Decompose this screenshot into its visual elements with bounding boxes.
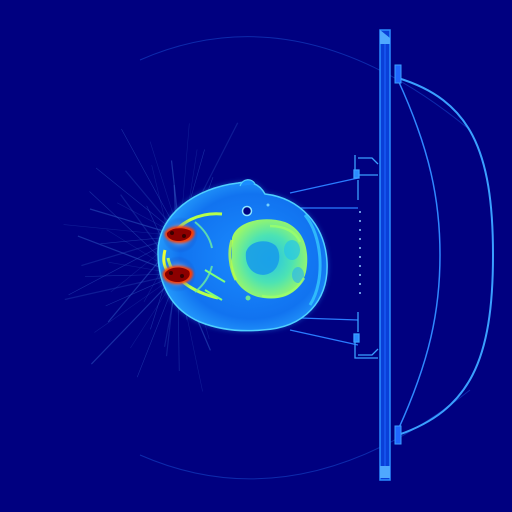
fiducial-dot — [359, 283, 361, 285]
streak-line — [64, 273, 179, 301]
fiducial-dot — [359, 220, 361, 222]
fiducial-dot — [359, 211, 361, 213]
fiducial-dot — [359, 265, 361, 267]
head-holder-frame — [394, 64, 495, 445]
head-holder-straps — [289, 177, 359, 346]
fiducial-dot — [359, 247, 361, 249]
fiducial-dot — [359, 256, 361, 258]
fiducial-dot — [359, 229, 361, 231]
fiducial-dot — [359, 292, 361, 294]
head-cross-section — [157, 179, 328, 332]
table-fiducial-dots — [359, 211, 361, 294]
streak-line — [90, 273, 179, 365]
table-brackets — [353, 155, 379, 359]
fiducial-dot — [359, 274, 361, 276]
airway-lumen — [241, 205, 253, 217]
fiducial-dot — [359, 238, 361, 240]
dental-metal-artifacts — [160, 217, 198, 292]
patient-table — [359, 29, 391, 481]
